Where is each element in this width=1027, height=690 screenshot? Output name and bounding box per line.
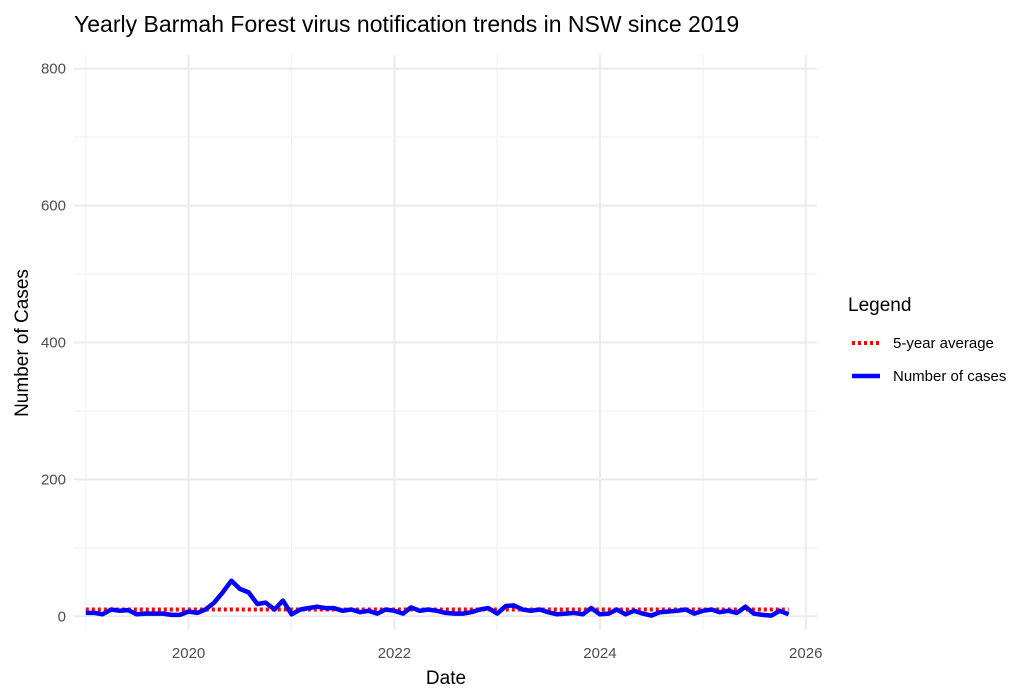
y-axis-title: Number of Cases [12, 269, 33, 417]
legend-label-number-of-cases: Number of cases [893, 368, 1006, 385]
y-tick-label: 400 [41, 335, 66, 352]
series-line-number-of-cases [85, 578, 790, 618]
legend: Legend 5-year average Number of cases [848, 295, 1006, 385]
legend-title: Legend [848, 295, 911, 316]
x-axis-title: Date [426, 668, 466, 689]
y-tick-label: 600 [41, 198, 66, 215]
chart-title: Yearly Barmah Forest virus notification … [74, 11, 739, 37]
x-tick-label: 2020 [172, 645, 205, 662]
major-gridlines [74, 55, 817, 630]
x-tick-labels: 2020 2022 2024 2026 [172, 645, 823, 662]
y-tick-labels: 0 200 400 600 800 [41, 61, 66, 626]
x-tick-label: 2024 [583, 645, 616, 662]
legend-label-5-year-average: 5-year average [893, 335, 994, 352]
x-tick-label: 2026 [789, 645, 822, 662]
series-layer [85, 578, 790, 618]
x-tick-label: 2022 [378, 645, 411, 662]
y-tick-label: 0 [58, 608, 66, 625]
y-tick-label: 200 [41, 471, 66, 488]
y-tick-label: 800 [41, 61, 66, 78]
